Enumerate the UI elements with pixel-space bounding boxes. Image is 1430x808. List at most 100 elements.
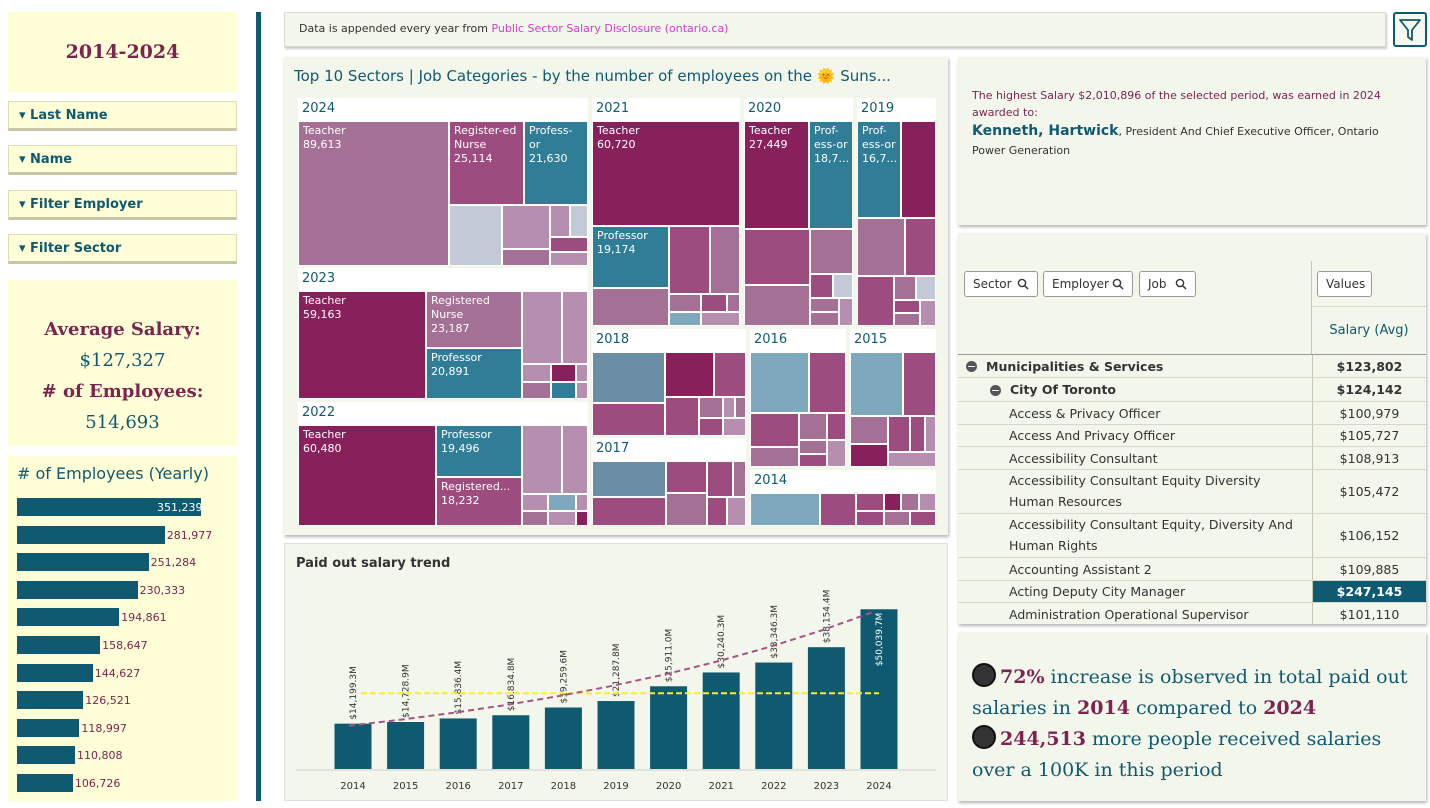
treemap-cell[interactable] <box>723 418 746 436</box>
collapse-icon[interactable] <box>966 361 977 372</box>
treemap-cell[interactable]: Teacher 89,613 <box>298 121 449 266</box>
pivot-row-sector[interactable]: Municipalities & Services $123,802 <box>958 355 1426 378</box>
treemap-cell[interactable] <box>903 352 936 416</box>
treemap-cell[interactable]: Profess-or 21,630 <box>524 121 588 205</box>
treemap-cell[interactable] <box>810 298 839 312</box>
salary-bar[interactable] <box>860 609 898 769</box>
treemap-cell[interactable] <box>522 382 551 399</box>
treemap-cell[interactable] <box>750 493 820 526</box>
employees-year-bar[interactable]: 144,627 <box>17 663 140 682</box>
employees-year-bar[interactable]: 281,977 <box>17 525 212 544</box>
employees-year-bar[interactable]: 230,333 <box>17 580 185 599</box>
treemap-cell[interactable] <box>894 300 920 313</box>
employees-year-bar[interactable]: 110,808 <box>17 746 123 765</box>
treemap-cell[interactable] <box>799 440 827 454</box>
filter-last-name[interactable]: ▾ Last Name <box>8 101 237 131</box>
treemap-cell[interactable] <box>910 511 936 526</box>
treemap-cell[interactable] <box>592 403 665 436</box>
treemap-cell[interactable] <box>727 294 740 312</box>
treemap-cell[interactable] <box>669 294 701 312</box>
treemap-cell[interactable] <box>666 461 707 493</box>
treemap-cell[interactable] <box>551 364 576 382</box>
treemap-cell[interactable] <box>810 229 853 274</box>
treemap-cell[interactable] <box>833 274 853 298</box>
treemap-cell[interactable] <box>669 312 701 326</box>
salary-bar[interactable] <box>650 686 688 769</box>
treemap-cell[interactable]: Prof-ess-or 16,7... <box>857 121 901 218</box>
treemap-cell[interactable] <box>592 288 669 326</box>
treemap-cell[interactable] <box>666 493 707 526</box>
treemap-cell[interactable] <box>744 229 810 285</box>
filter-name[interactable]: ▾ Name <box>8 145 237 175</box>
treemap-cell[interactable] <box>701 294 727 312</box>
treemap-cell[interactable] <box>592 352 665 403</box>
pivot-row-job[interactable]: Access & Privacy Officer $100,979 <box>958 402 1426 425</box>
employees-year-bar[interactable]: 194,861 <box>17 608 167 627</box>
salary-bar[interactable] <box>755 662 793 769</box>
treemap-cell[interactable] <box>699 418 723 436</box>
treemap-cell[interactable] <box>576 494 588 511</box>
values-field-button[interactable]: Values <box>1317 271 1372 297</box>
treemap-cell[interactable] <box>884 511 910 526</box>
treemap-cell[interactable] <box>699 397 723 418</box>
treemap-cell[interactable] <box>570 205 588 237</box>
treemap-cell[interactable] <box>714 352 746 397</box>
treemap-cell[interactable] <box>735 397 746 418</box>
treemap-cell[interactable] <box>548 494 576 511</box>
treemap-cell[interactable] <box>669 226 710 294</box>
treemap-cell[interactable] <box>502 205 550 249</box>
treemap-cell[interactable]: Professor 20,891 <box>426 348 522 399</box>
salary-bar[interactable] <box>334 723 372 769</box>
pivot-row-job[interactable]: Accessibility Consultant Equity, Diversi… <box>958 514 1426 558</box>
treemap-cell[interactable] <box>562 425 588 494</box>
salary-bar[interactable] <box>492 715 530 769</box>
salary-bar[interactable] <box>807 647 845 769</box>
treemap-cell[interactable] <box>884 493 901 511</box>
treemap-cell[interactable]: Prof-ess-or 18,7... <box>809 121 853 229</box>
treemap-cell[interactable] <box>522 291 562 364</box>
treemap-cell[interactable] <box>827 413 846 440</box>
treemap-cell[interactable] <box>548 511 576 526</box>
treemap-cell[interactable] <box>810 274 833 298</box>
salary-bar[interactable] <box>387 721 425 769</box>
filter-employer[interactable]: ▾ Filter Employer <box>8 190 237 220</box>
treemap-cell[interactable] <box>888 416 910 452</box>
treemap-cell[interactable] <box>799 413 827 440</box>
treemap-cell[interactable] <box>839 298 853 326</box>
collapse-icon[interactable] <box>990 384 1001 396</box>
treemap-cell[interactable] <box>919 493 936 511</box>
data-source-link[interactable]: Public Sector Salary Disclosure (ontario… <box>491 22 729 35</box>
treemap-cell[interactable] <box>551 382 576 399</box>
treemap-cell[interactable] <box>750 413 799 447</box>
treemap-cell[interactable] <box>701 312 740 326</box>
treemap-cell[interactable] <box>707 461 733 497</box>
treemap-cell[interactable] <box>857 218 905 276</box>
filter-sector[interactable]: ▾ Filter Sector <box>8 234 237 264</box>
employees-year-bar[interactable]: 126,521 <box>17 691 131 710</box>
treemap-cell[interactable] <box>592 461 666 497</box>
treemap-cell[interactable] <box>920 300 936 326</box>
treemap-cell[interactable] <box>592 497 666 526</box>
pivot-row-job[interactable]: Acting Deputy City Manager $247,145 <box>958 581 1426 603</box>
treemap-cell[interactable] <box>925 416 936 452</box>
pivot-row-employer[interactable]: City Of Toronto $124,142 <box>958 378 1426 402</box>
treemap-cell[interactable] <box>522 494 548 511</box>
treemap-cell[interactable]: Teacher 27,449 <box>744 121 809 229</box>
pivot-row-job[interactable]: Accessibility Consultant Equity Diversit… <box>958 470 1426 514</box>
treemap-cell[interactable] <box>820 493 856 526</box>
salary-bar[interactable] <box>544 707 582 769</box>
treemap-cell[interactable] <box>850 352 903 416</box>
treemap-cell[interactable] <box>562 291 588 364</box>
employees-year-bar[interactable]: 118,997 <box>17 718 127 737</box>
employees-year-bar[interactable]: 251,284 <box>17 553 196 572</box>
treemap-cell[interactable] <box>916 276 936 300</box>
treemap-cell[interactable] <box>502 249 550 266</box>
treemap-cell[interactable] <box>894 276 916 300</box>
treemap-cell[interactable]: Professor 19,496 <box>436 425 522 477</box>
treemap-cell[interactable] <box>723 397 735 418</box>
treemap-cell[interactable] <box>550 252 588 266</box>
employees-year-bar[interactable]: 351,239 <box>17 498 203 516</box>
filter-toggle-button[interactable] <box>1393 12 1427 47</box>
treemap-cell[interactable] <box>827 440 846 467</box>
treemap-cell[interactable] <box>522 425 562 494</box>
